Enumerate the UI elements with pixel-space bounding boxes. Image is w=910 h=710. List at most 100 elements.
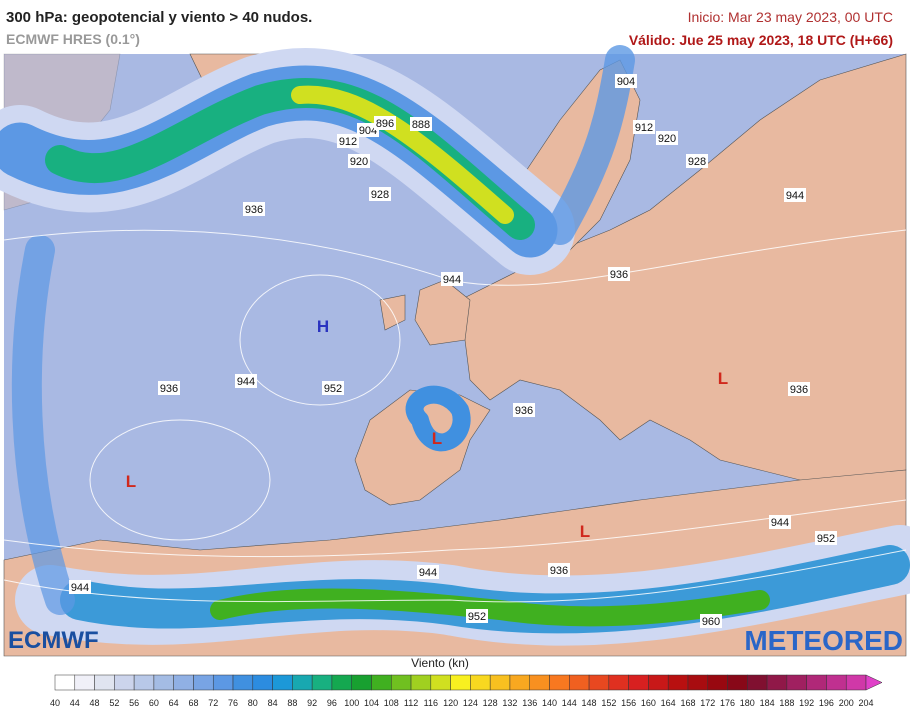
colorbar-tick-label: 160: [641, 698, 656, 708]
colorbar-swatch: [193, 674, 214, 691]
colorbar-tick-label: 84: [268, 698, 278, 708]
contour-label: 904: [617, 76, 635, 88]
contour-label: 888: [412, 119, 430, 131]
contour-label-bg: [686, 154, 708, 168]
contour-label-bg: [615, 74, 637, 88]
contour-label: 944: [419, 567, 437, 579]
colorbar-tick-label: 80: [248, 698, 258, 708]
contour: [3, 499, 907, 558]
colorbar-arrow: [865, 674, 883, 691]
colorbar-swatch: [529, 674, 550, 691]
colorbar-swatch: [153, 674, 174, 691]
colorbar-tick-label: 64: [169, 698, 179, 708]
pressure-center: L: [126, 472, 136, 491]
contour-label: 936: [160, 383, 178, 395]
contour-label: 928: [371, 189, 389, 201]
contour-label: 960: [702, 616, 720, 628]
colorbar-tick-label: 128: [483, 698, 498, 708]
colorbar-swatch: [133, 674, 155, 691]
colorbar-swatch: [391, 674, 412, 691]
colorbar-tick-label: 136: [522, 698, 537, 708]
contour-label: 944: [786, 190, 804, 202]
colorbar-tick-label: 116: [424, 698, 438, 708]
contour-label: 912: [339, 136, 357, 148]
contour-label: 936: [515, 405, 533, 417]
contour-label: 920: [350, 156, 368, 168]
contour-label: 912: [635, 122, 653, 134]
colorbar-tick-label: 48: [90, 698, 100, 708]
colorbar-tick-label: 100: [344, 698, 359, 708]
colorbar-swatch: [212, 674, 234, 691]
contour-label-bg: [322, 381, 344, 395]
contour-label-bg: [788, 382, 810, 396]
contour-label-bg: [235, 374, 257, 388]
colorbar-tick-label: 120: [443, 698, 458, 708]
contour-label: 952: [324, 383, 342, 395]
colorbar-swatch: [74, 674, 95, 691]
colorbar-swatch: [114, 674, 135, 691]
contour: [3, 549, 907, 603]
jet-south-core: [210, 588, 770, 627]
colorbar-swatch: [331, 674, 352, 691]
contour: [239, 274, 401, 406]
colorbar-tick-label: 124: [463, 698, 478, 708]
colorbar-title: Viento (kn): [411, 656, 469, 670]
colorbar-tick-label: 60: [149, 698, 159, 708]
colorbar-tick-label: 92: [307, 698, 317, 708]
pressure-center: L: [718, 369, 728, 388]
colorbar-tick-label: 44: [70, 698, 80, 708]
colorbar-swatch: [232, 674, 254, 691]
contours: [3, 229, 907, 603]
colorbar-tick-label: 184: [760, 698, 775, 708]
colorbar-swatch: [667, 674, 689, 691]
colorbar-tick-label: 108: [384, 698, 399, 708]
colorbar-tick-label: 76: [228, 698, 238, 708]
contour-label-bg: [769, 515, 791, 529]
colorbar-swatch: [549, 674, 570, 691]
contour-label-bg: [69, 580, 91, 594]
colorbar-swatch: [54, 674, 76, 691]
colorbar-tick-label: 200: [839, 698, 854, 708]
contour-label-bg: [784, 188, 806, 202]
colorbar-swatch: [351, 674, 372, 691]
contour-label: 936: [610, 269, 628, 281]
contour-label-bg: [700, 614, 722, 628]
colorbar-swatch: [786, 674, 807, 691]
valid-time: Válido: Jue 25 may 2023, 18 UTC (H+66): [629, 32, 893, 48]
colorbar-tick-label: 56: [129, 698, 139, 708]
colorbar-tick-label: 176: [720, 698, 735, 708]
contour-label-bg: [158, 381, 180, 395]
colorbar-swatch: [272, 674, 293, 691]
contour-label-bg: [466, 609, 488, 623]
colorbar-tick-label: 192: [799, 698, 814, 708]
colorbar-tick-label: 52: [109, 698, 119, 708]
contour-label: 952: [468, 611, 486, 623]
colorbar-tick-label: 168: [680, 698, 695, 708]
contour-label: 920: [658, 133, 676, 145]
contour-label: 936: [550, 565, 568, 577]
colorbar-swatch: [648, 674, 669, 691]
contour-label-bg: [608, 267, 630, 281]
colorbar-tick-label: 96: [327, 698, 337, 708]
colorbar-tick-label: 104: [364, 698, 379, 708]
colorbar-swatch: [252, 674, 273, 691]
colorbar-tick-label: 140: [542, 698, 557, 708]
colorbar-tick-label: 132: [502, 698, 517, 708]
contour-label-bg: [815, 531, 837, 545]
pressure-center: L: [580, 522, 590, 541]
contour-label: 944: [771, 517, 789, 529]
colorbar-tick-label: 148: [582, 698, 597, 708]
contour-label-bg: [348, 154, 370, 168]
contour-label-bg: [410, 117, 432, 131]
colorbar-swatch: [608, 674, 629, 691]
colorbar-swatch: [747, 674, 768, 691]
colorbar-swatch: [766, 674, 788, 691]
colorbar-tick-label: 40: [50, 698, 60, 708]
colorbar-swatch: [628, 674, 649, 691]
colorbar-swatch: [94, 674, 115, 691]
colorbar-swatch: [430, 674, 451, 691]
contour-label-bg: [441, 272, 463, 286]
contour-label-bg: [337, 134, 359, 148]
